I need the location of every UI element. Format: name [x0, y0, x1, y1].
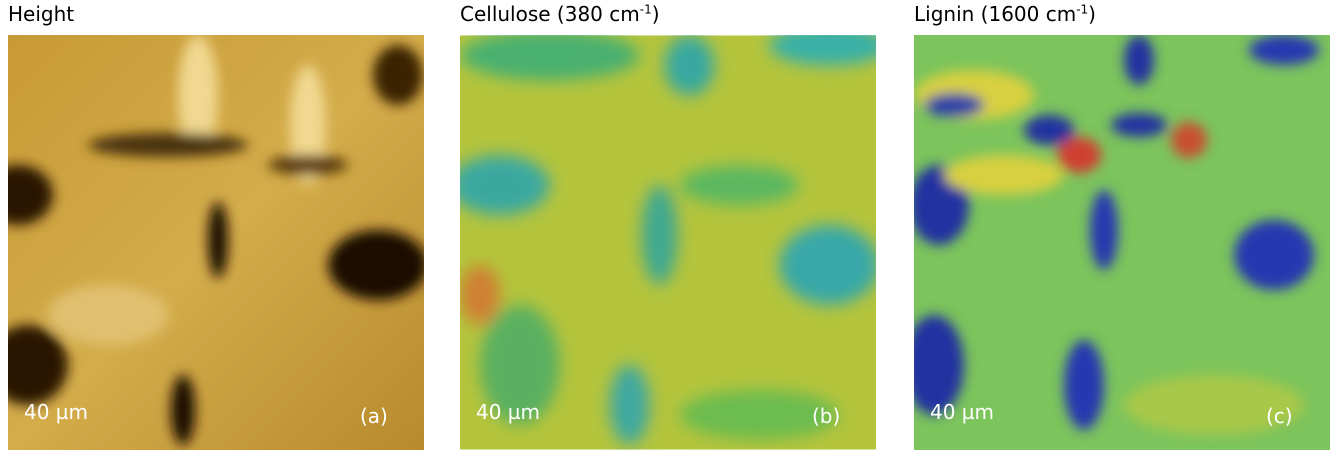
cellulose-image — [460, 35, 876, 450]
title-text: ) — [652, 2, 660, 26]
title-text: Lignin (1600 cm — [914, 2, 1076, 26]
lignin-image — [914, 35, 1330, 450]
title-sup: -1 — [1076, 2, 1088, 16]
title-text: ) — [1088, 2, 1096, 26]
scale-label: 40 µm — [24, 400, 88, 424]
scale-label: 40 µm — [930, 400, 994, 424]
title-text: Height — [8, 2, 74, 26]
panel-title: Height — [8, 2, 74, 26]
panel-label: (a) — [360, 404, 388, 428]
height-image — [8, 35, 424, 450]
panel-title: Cellulose (380 cm-1) — [460, 2, 660, 26]
title-text: Cellulose (380 cm — [460, 2, 640, 26]
panel-title: Lignin (1600 cm-1) — [914, 2, 1096, 26]
scale-label: 40 µm — [476, 400, 540, 424]
panel-label: (b) — [812, 404, 840, 428]
figure: Height Cellulose (380 cm-1) Lignin (1600… — [0, 0, 1330, 450]
title-sup: -1 — [640, 2, 652, 16]
panel-label: (c) — [1266, 404, 1293, 428]
